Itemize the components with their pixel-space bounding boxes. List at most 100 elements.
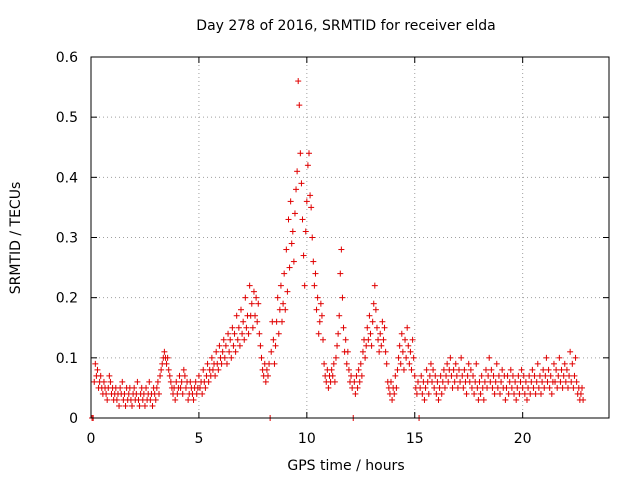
data-point <box>353 372 360 379</box>
data-point <box>473 360 480 367</box>
data-point <box>304 162 311 169</box>
data-point <box>338 246 345 253</box>
data-point <box>103 390 110 397</box>
data-point <box>454 384 461 391</box>
x-tick-label: 5 <box>194 431 203 447</box>
y-tick-label: 0.6 <box>56 50 78 66</box>
data-point <box>395 354 402 361</box>
data-point <box>356 378 363 385</box>
data-point <box>398 330 405 337</box>
data-point <box>91 378 98 385</box>
data-point <box>253 294 260 301</box>
data-point <box>310 258 317 265</box>
data-point <box>410 354 417 361</box>
data-point <box>287 198 294 205</box>
data-point <box>544 378 551 385</box>
data-point <box>234 336 241 343</box>
data-point <box>172 396 179 403</box>
data-point <box>230 342 237 349</box>
data-point <box>358 372 365 379</box>
data-point <box>511 390 518 397</box>
data-point <box>276 306 283 313</box>
data-point <box>216 342 223 349</box>
data-point <box>369 318 376 325</box>
y-tick-label: 0.3 <box>56 231 78 247</box>
data-point <box>555 372 562 379</box>
x-tick-label: 10 <box>298 431 316 447</box>
data-point <box>545 366 552 373</box>
data-point <box>460 384 467 391</box>
data-point <box>106 372 113 379</box>
data-point <box>563 366 570 373</box>
data-point <box>536 372 543 379</box>
data-point <box>329 372 336 379</box>
data-point <box>557 378 564 385</box>
data-point <box>542 372 549 379</box>
data-point <box>176 372 183 379</box>
data-point <box>408 366 415 373</box>
data-point <box>528 378 535 385</box>
data-point <box>372 306 379 313</box>
data-point <box>342 336 349 343</box>
data-point <box>485 372 492 379</box>
data-point <box>365 336 372 343</box>
y-tick-label: 0.1 <box>56 351 78 367</box>
data-point <box>452 360 459 367</box>
data-point <box>312 270 319 277</box>
data-point <box>178 378 185 385</box>
data-point <box>547 372 554 379</box>
data-point <box>391 390 398 397</box>
data-point <box>153 384 160 391</box>
data-point <box>417 384 424 391</box>
data-point <box>363 342 370 349</box>
data-point <box>480 396 487 403</box>
data-point <box>308 204 315 211</box>
data-point <box>474 384 481 391</box>
data-point <box>407 348 414 355</box>
data-point <box>215 366 222 373</box>
data-point <box>221 354 228 361</box>
data-point <box>404 324 411 331</box>
data-point <box>94 366 101 373</box>
data-point <box>413 390 420 397</box>
chart-title: Day 278 of 2016, SRMTID for receiver eld… <box>196 18 495 34</box>
data-point <box>240 318 247 325</box>
data-point <box>414 378 421 385</box>
data-point <box>444 360 451 367</box>
data-point <box>376 348 383 355</box>
data-point <box>554 384 561 391</box>
data-point <box>564 384 571 391</box>
data-point <box>527 390 534 397</box>
data-point <box>316 318 323 325</box>
data-point <box>438 390 445 397</box>
data-point <box>355 366 362 373</box>
data-point <box>567 348 574 355</box>
data-point <box>235 324 242 331</box>
data-point <box>300 252 307 259</box>
data-point <box>368 342 375 349</box>
data-point <box>484 384 491 391</box>
data-point <box>255 300 262 307</box>
data-point <box>530 384 537 391</box>
data-point <box>488 366 495 373</box>
data-point <box>520 372 527 379</box>
data-point <box>107 378 114 385</box>
data-point <box>273 318 280 325</box>
data-point <box>470 372 477 379</box>
data-point <box>204 360 211 367</box>
data-point <box>541 384 548 391</box>
data-point <box>331 378 338 385</box>
data-point <box>377 330 384 337</box>
data-point <box>403 354 410 361</box>
data-point <box>373 324 380 331</box>
data-point <box>434 378 441 385</box>
data-point <box>538 390 545 397</box>
data-point <box>525 384 532 391</box>
data-point <box>440 366 447 373</box>
data-point <box>508 384 515 391</box>
data-point <box>397 360 404 367</box>
data-point <box>344 348 351 355</box>
data-point <box>134 378 141 385</box>
data-point <box>475 396 482 403</box>
data-point <box>225 330 232 337</box>
